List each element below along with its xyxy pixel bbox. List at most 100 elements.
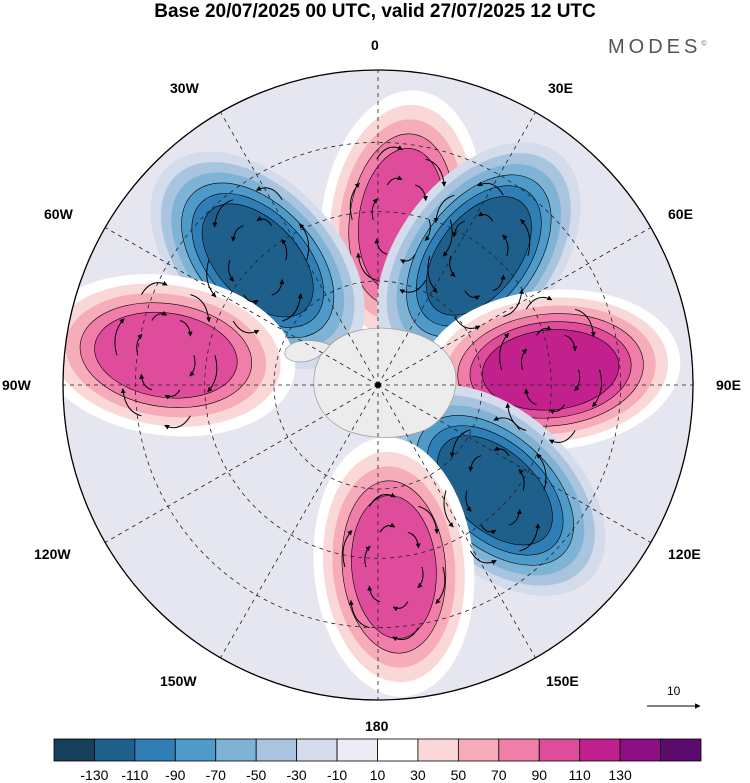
wind-arrow <box>503 288 525 317</box>
colorbar-tick-label: -90 <box>165 767 186 783</box>
wind-arrow <box>493 416 520 431</box>
anomaly-contour <box>351 495 437 639</box>
latitude-circle <box>204 211 552 559</box>
anomaly-contour <box>425 196 532 316</box>
wind-arrow <box>271 279 285 296</box>
wind-arrow <box>120 388 142 417</box>
wind-arrow <box>465 490 472 512</box>
wind-arrow <box>282 293 303 322</box>
colorbar-swatch <box>134 738 176 762</box>
wind-arrow <box>574 369 581 392</box>
wind-arrow <box>374 238 388 255</box>
wind-arrow <box>502 234 509 257</box>
wind-arrow <box>368 492 396 507</box>
wind-arrow <box>435 566 446 604</box>
lon-label-180: 180 <box>365 718 389 734</box>
wind-arrow <box>399 280 427 294</box>
colorbar-tick-label: -50 <box>246 767 267 783</box>
wind-arrow <box>151 310 168 321</box>
wind-arrow <box>207 355 218 393</box>
wind-arrow <box>520 348 528 371</box>
colorbar-tick-label: 130 <box>608 767 632 783</box>
colorbar-swatch <box>255 738 298 762</box>
wind-arrow <box>525 295 553 310</box>
wind-arrow <box>492 274 506 292</box>
wind-arrow <box>256 216 273 226</box>
wind-arrow <box>230 225 244 242</box>
map-boundary <box>62 69 694 701</box>
wind-arrow <box>407 531 421 549</box>
south-pole-marker <box>375 382 381 388</box>
wind-arrow <box>549 404 566 415</box>
wind-arrow <box>190 294 212 323</box>
wind-arrow <box>415 184 428 202</box>
wind-arrow <box>449 255 456 278</box>
colorbar-tick-label: 90 <box>531 767 548 783</box>
wind-arrow <box>592 369 602 407</box>
lon-label-90e: 90E <box>716 377 741 393</box>
wind-arrow <box>164 389 181 400</box>
wind-arrow <box>493 446 510 456</box>
lon-label-150e: 150E <box>546 673 579 689</box>
colorbar-swatch <box>174 738 217 762</box>
colorbar-tick-label: -30 <box>286 767 307 783</box>
map-title: Base 20/07/2025 00 UTC, valid 27/07/2025… <box>154 1 596 22</box>
wind-arrow <box>477 211 494 222</box>
wind-arrow <box>342 530 353 568</box>
colorbar-swatch <box>377 738 419 762</box>
wind-arrow <box>371 198 378 220</box>
wind-arrow <box>349 182 360 220</box>
wind-arrow <box>281 239 288 261</box>
colorbar-tick-label: 30 <box>410 767 426 783</box>
colorbar-swatch <box>498 738 540 762</box>
wind-arrow <box>136 333 143 356</box>
wind-arrow <box>449 429 471 458</box>
wind-arrow <box>520 218 531 257</box>
lon-label-30w: 30W <box>170 80 199 96</box>
wind-arrow <box>523 388 537 405</box>
wind-arrow <box>548 430 576 445</box>
wind-arrow <box>140 280 168 295</box>
wind-arrow <box>425 158 447 187</box>
colorbar-swatch <box>53 738 95 762</box>
wind-arrow <box>470 550 497 565</box>
wind-arrow <box>299 223 310 261</box>
pos-center-180 <box>313 437 475 697</box>
wind-arrow <box>179 320 193 337</box>
wind-arrow <box>212 199 234 228</box>
wind-arrow <box>392 627 419 642</box>
wind-arrow <box>427 255 438 293</box>
wind-arrow <box>518 469 525 491</box>
wind-arrow <box>536 453 547 491</box>
brand-mark: © <box>701 40 707 48</box>
wind-arrow <box>443 490 454 528</box>
wind-arrow <box>464 290 481 301</box>
wind-arrow <box>139 373 153 391</box>
colorbar-swatch <box>660 738 702 762</box>
wind-arrow <box>255 186 283 201</box>
wind-arrow <box>453 316 481 331</box>
wind-arrow <box>243 294 259 305</box>
wind-arrow <box>164 415 191 430</box>
lon-label-150w: 150W <box>160 673 197 689</box>
lon-label-90w: 90W <box>2 377 31 393</box>
colorbar-swatch <box>94 738 136 762</box>
wind-arrow <box>376 145 403 160</box>
reference-vector-label: 10 <box>667 684 681 698</box>
anomaly-contour <box>94 311 238 399</box>
colorbar-swatch <box>336 738 378 762</box>
lon-label-60w: 60W <box>44 206 73 222</box>
colorbar-tick-label: 10 <box>369 767 386 783</box>
wind-arrow <box>480 524 497 535</box>
lon-label-120w: 120W <box>34 546 71 562</box>
colorbar-tick-label: -110 <box>121 767 149 783</box>
wind-arrow <box>400 254 416 264</box>
lon-label-60e: 60E <box>668 206 693 222</box>
wind-arrow <box>418 505 440 535</box>
wind-arrow <box>364 545 371 568</box>
wind-arrow <box>386 175 403 186</box>
wind-arrow <box>499 332 510 371</box>
colorbar-tick-label: -10 <box>326 767 348 783</box>
anomaly-field <box>63 90 681 697</box>
